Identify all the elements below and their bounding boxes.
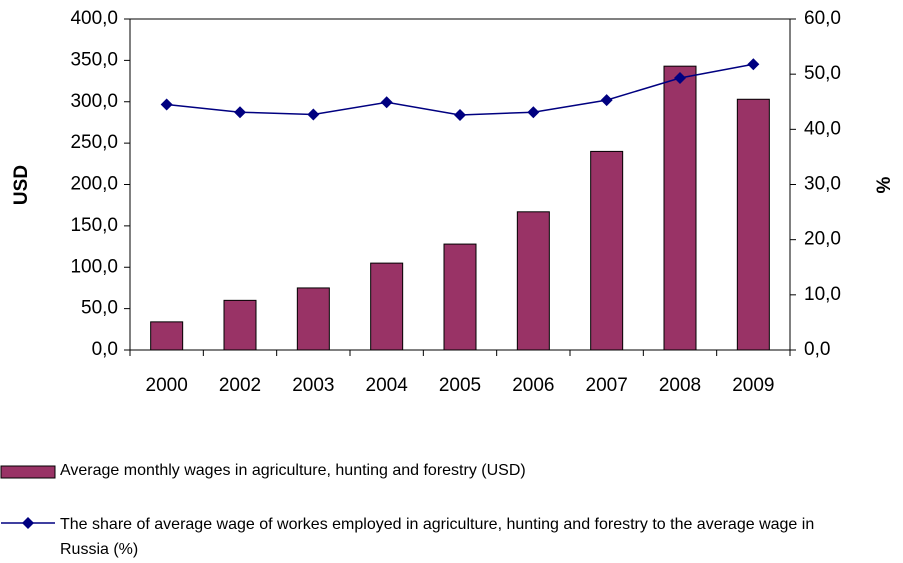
- y2-tick-label: 60,0: [804, 8, 841, 29]
- marker: [747, 58, 760, 71]
- y-tick-label: 50,0: [81, 298, 118, 319]
- y-tick-label: 250,0: [70, 132, 118, 153]
- x-tick-label: 2006: [512, 375, 554, 396]
- legend-label: Average monthly wages in agriculture, hu…: [60, 462, 526, 479]
- y2-tick-label: 10,0: [804, 284, 841, 305]
- bar: [370, 262, 404, 351]
- legend-swatch: [0, 465, 56, 479]
- y-tick-label: 150,0: [70, 215, 118, 236]
- bar: [663, 65, 697, 351]
- y-tick-label: 300,0: [70, 91, 118, 112]
- bar: [443, 243, 477, 351]
- x-tick-label: 2005: [439, 375, 481, 396]
- y2-tick-label: 50,0: [804, 63, 841, 84]
- x-tick-label: 2003: [292, 375, 334, 396]
- y2-tick-label: 30,0: [804, 174, 841, 195]
- y-tick-label: 0,0: [92, 339, 118, 360]
- marker: [160, 98, 173, 111]
- y-tick-label: 350,0: [70, 49, 118, 70]
- y-tick-label: 400,0: [70, 8, 118, 29]
- y2-tick-label: 0,0: [804, 339, 830, 360]
- marker: [454, 108, 466, 121]
- y-axis-label: USD: [11, 165, 32, 205]
- legend-label: The share of average wage of workes empl…: [60, 516, 815, 558]
- y-tick-label: 100,0: [70, 256, 118, 277]
- bar: [516, 211, 550, 351]
- x-tick-label: 2007: [586, 375, 628, 396]
- y2-tick-label: 40,0: [804, 118, 841, 139]
- bar: [296, 287, 330, 351]
- y2-tick-label: 20,0: [804, 229, 841, 250]
- x-tick-label: 2004: [366, 375, 409, 396]
- x-tick-label: 2009: [732, 375, 774, 396]
- y2-axis-label: %: [874, 176, 895, 193]
- x-tick-label: 2002: [219, 375, 261, 396]
- bar: [223, 299, 257, 351]
- marker: [234, 106, 246, 119]
- x-tick-label: 2008: [659, 375, 701, 396]
- bar: [150, 321, 184, 351]
- bar: [736, 98, 770, 351]
- x-tick-label: 2000: [146, 375, 188, 396]
- bar: [590, 150, 624, 351]
- legend-swatch: [22, 517, 34, 529]
- marker: [307, 108, 320, 121]
- marker: [674, 72, 686, 85]
- marker: [527, 106, 540, 119]
- y-tick-label: 200,0: [70, 174, 118, 195]
- marker: [380, 96, 393, 109]
- marker: [600, 94, 613, 107]
